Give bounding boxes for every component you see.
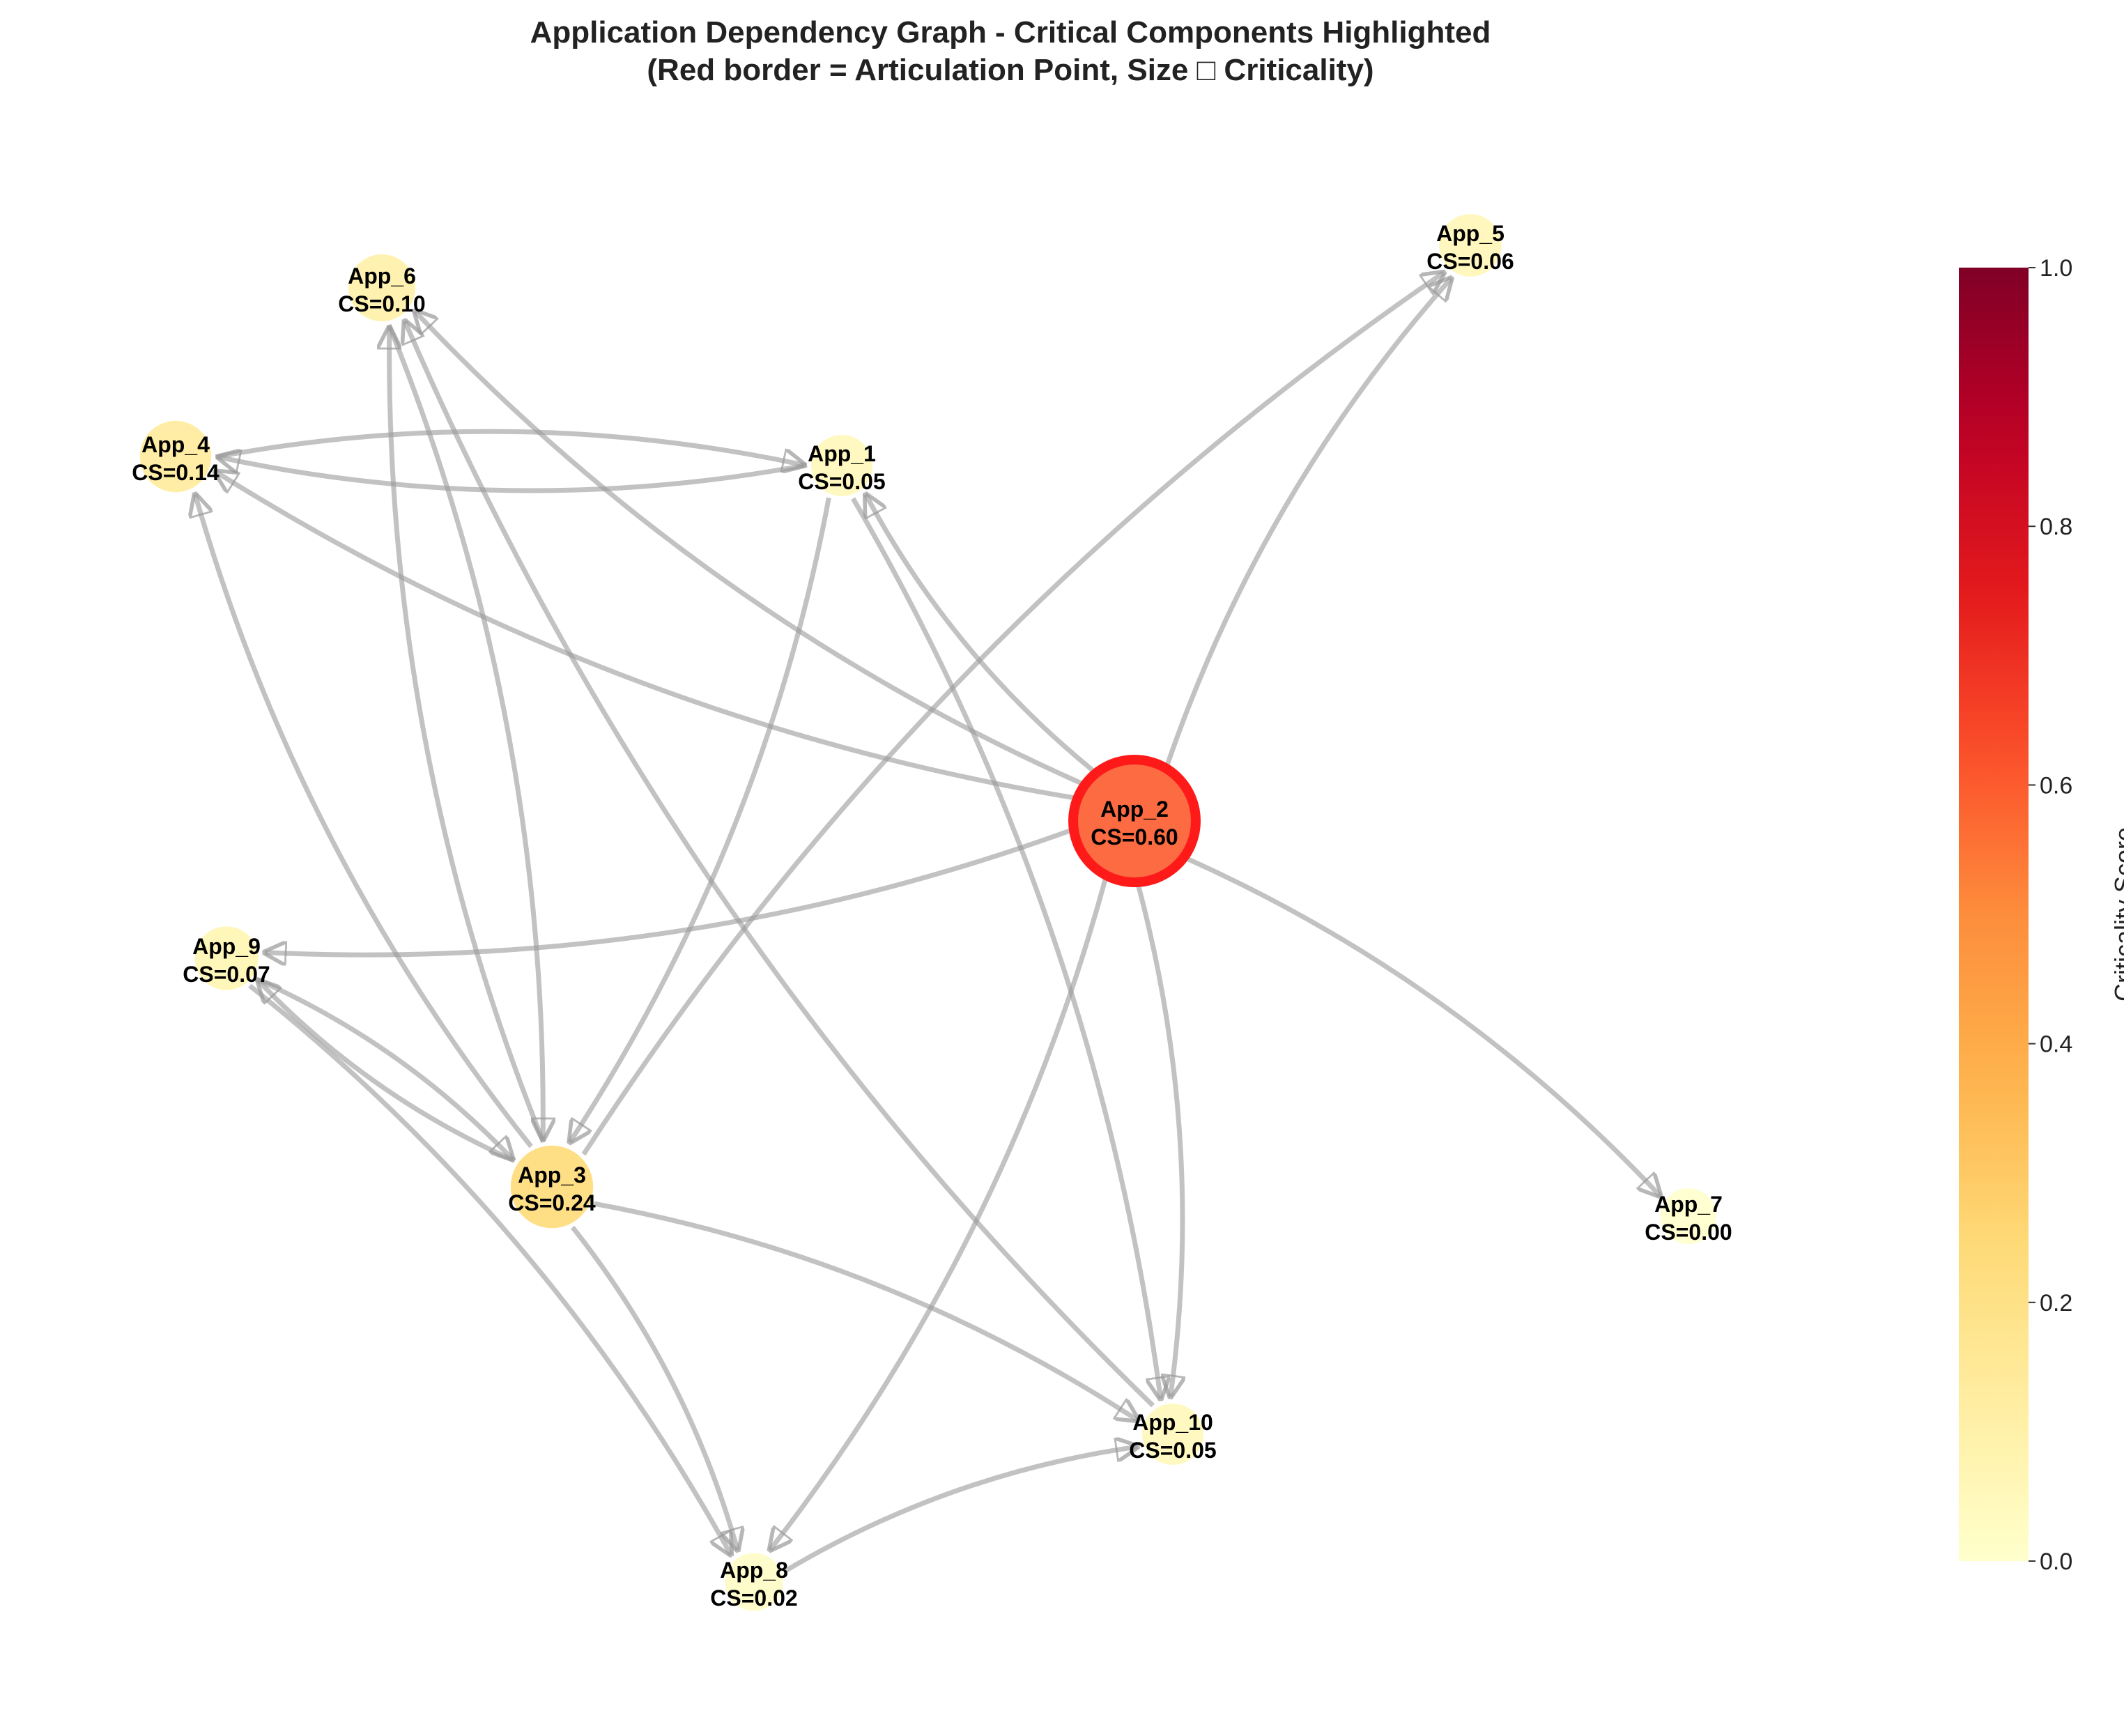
edge-app2-to-app10 <box>1136 885 1183 1397</box>
edge-app3-to-app10 <box>593 1201 1138 1420</box>
node-app1[interactable]: App_1 CS=0.05 <box>798 435 886 496</box>
node-app7[interactable]: App_7 CS=0.00 <box>1645 1188 1732 1245</box>
node-name-label: App_3 <box>518 1162 586 1188</box>
chart-title: Application Dependency Graph - Critical … <box>0 14 2021 89</box>
node-name-label: App_8 <box>720 1558 788 1583</box>
chart-title-line2: (Red border = Articulation Point, Size □… <box>647 53 1374 87</box>
node-score-label: CS=0.10 <box>338 291 425 316</box>
node-app3[interactable]: App_3CS=0.24 <box>508 1145 596 1229</box>
edge-app3-to-app4 <box>195 494 533 1149</box>
node-name-label: App_2 <box>1100 797 1169 822</box>
node-name-label: App_6 <box>348 263 416 289</box>
node-app9[interactable]: App_9 CS=0.07 <box>183 926 270 990</box>
colorbar-tick-label: 0.2 <box>2040 1290 2072 1316</box>
node-app5[interactable]: App_5 CS=0.06 <box>1426 214 1514 277</box>
node-name-label: App_10 <box>1132 1410 1213 1435</box>
edge-app2-to-app4 <box>215 472 1074 801</box>
edge-app9-to-app8 <box>248 983 730 1554</box>
edge-app2-to-app9 <box>265 828 1071 955</box>
node-circle[interactable] <box>348 254 415 321</box>
node-score-label: CS=0.60 <box>1091 824 1178 850</box>
colorbar-gradient <box>1959 268 2029 1561</box>
colorbar-tick-label: 0.0 <box>2040 1549 2072 1575</box>
node-circle[interactable] <box>1142 1404 1203 1465</box>
node-circle[interactable] <box>811 435 872 496</box>
node-circle[interactable] <box>1068 755 1201 887</box>
edge-app6-to-app3 <box>386 323 543 1139</box>
node-score-label: CS=0.24 <box>508 1190 596 1215</box>
node-name-label: App_4 <box>141 432 210 457</box>
edge-app3-to-app8 <box>570 1225 738 1550</box>
node-name-label: App_1 <box>808 441 876 466</box>
colorbar-tick-label: 0.6 <box>2040 772 2072 799</box>
edge-app1-to-app3 <box>570 497 831 1142</box>
node-circle[interactable] <box>1439 214 1502 277</box>
edge-app8-to-app10 <box>784 1447 1137 1574</box>
edges-layer <box>195 272 1661 1574</box>
edge-app3-to-app5 <box>581 272 1444 1156</box>
chart-title-line1: Application Dependency Graph - Critical … <box>530 15 1491 49</box>
node-score-label: CS=0.02 <box>710 1585 797 1611</box>
colorbar-tick-label: 1.0 <box>2040 255 2072 282</box>
colorbar-tick-label: 0.8 <box>2040 514 2072 540</box>
node-app2[interactable]: App_2CS=0.60 <box>1068 755 1201 887</box>
node-score-label: CS=0.05 <box>1129 1438 1216 1463</box>
edge-app3-to-app9 <box>258 981 516 1163</box>
edge-app2-to-app5 <box>1165 278 1451 765</box>
node-app8[interactable]: App_8CS=0.02 <box>710 1553 798 1611</box>
node-name-label: App_9 <box>192 934 261 959</box>
edge-app10-to-app6 <box>405 321 1155 1408</box>
node-score-label: CS=0.05 <box>798 469 885 494</box>
edge-app2-to-app8 <box>770 879 1108 1550</box>
edge-app4-to-app1 <box>215 429 804 465</box>
nodes-layer: App_1CS=0.05App_2CS=0.60App_3CS=0.24App_… <box>132 214 1732 1611</box>
colorbar: 0.0 0.2 0.4 0.6 0.8 1.0 Criticality Score <box>1959 255 2124 1575</box>
node-score-label: CS=0.00 <box>1645 1220 1732 1245</box>
node-name-label: App_7 <box>1654 1192 1723 1217</box>
node-circle[interactable] <box>194 926 259 990</box>
colorbar-tick-label: 0.4 <box>2040 1031 2072 1058</box>
edge-app3-to-app6 <box>390 328 546 1144</box>
node-circle[interactable] <box>725 1553 783 1611</box>
node-circle[interactable] <box>510 1145 594 1229</box>
node-app6[interactable]: App_6CS=0.10 <box>338 254 426 321</box>
node-circle[interactable] <box>1661 1188 1716 1244</box>
edge-app9-to-app3 <box>254 976 512 1160</box>
node-app4[interactable]: App_4 CS=0.14 <box>132 420 220 493</box>
node-score-label: CS=0.14 <box>132 460 220 485</box>
node-score-label: CS=0.07 <box>183 962 270 987</box>
node-circle[interactable] <box>139 420 212 493</box>
edge-app1-to-app10 <box>851 497 1160 1399</box>
node-score-label: CS=0.06 <box>1426 249 1514 274</box>
colorbar-label: Criticality Score <box>2109 827 2124 1001</box>
colorbar-ticks: 0.0 0.2 0.4 0.6 0.8 1.0 <box>2029 255 2072 1575</box>
node-app10[interactable]: App_10 CS=0.05 <box>1129 1404 1217 1465</box>
edge-app2-to-app1 <box>865 495 1095 773</box>
edge-app2-to-app7 <box>1187 857 1661 1196</box>
edge-app2-to-app6 <box>415 312 1082 785</box>
node-name-label: App_5 <box>1436 221 1504 246</box>
edge-app1-to-app4 <box>218 457 808 493</box>
